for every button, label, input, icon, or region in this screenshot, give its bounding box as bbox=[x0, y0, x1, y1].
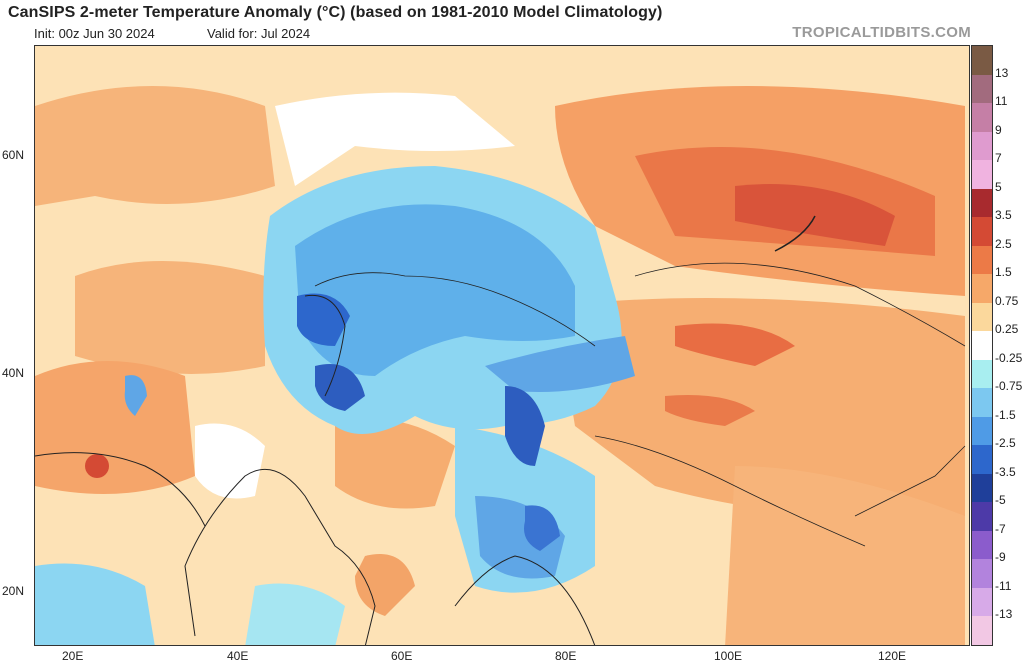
colorbar-tick-label: 3.5 bbox=[995, 208, 1012, 223]
colorbar bbox=[971, 45, 993, 646]
colorbar-tick-label: 0.75 bbox=[995, 293, 1019, 308]
lon-label-100e: 100E bbox=[714, 649, 743, 663]
colorbar-segment bbox=[972, 587, 992, 617]
colorbar-segment bbox=[972, 416, 992, 446]
colorbar-segment bbox=[972, 46, 992, 75]
colorbar-segment bbox=[972, 217, 992, 246]
map-title: CanSIPS 2-meter Temperature Anomaly (°C)… bbox=[8, 4, 663, 21]
init-time: Init: 00z Jun 30 2024 bbox=[34, 26, 155, 41]
colorbar-segment bbox=[972, 160, 992, 189]
valid-period: Valid for: Jul 2024 bbox=[207, 26, 311, 41]
lon-label-120e: 120E bbox=[878, 649, 907, 663]
colorbar-segment bbox=[972, 359, 992, 389]
colorbar-segment bbox=[972, 188, 992, 218]
lat-label-20n: 20N bbox=[2, 584, 25, 598]
colorbar-segment bbox=[972, 302, 992, 332]
colorbar-tick-label: 2.5 bbox=[995, 236, 1012, 251]
colorbar-tick-label: 1.5 bbox=[995, 265, 1012, 280]
colorbar-segment bbox=[972, 616, 992, 645]
colorbar-tick-label: -11 bbox=[995, 578, 1012, 593]
colorbar-segment bbox=[972, 502, 992, 531]
lon-label-80e: 80E bbox=[555, 649, 577, 663]
lat-label-60n: 60N bbox=[2, 148, 25, 162]
brand-watermark: TROPICALTIDBITS.COM bbox=[792, 24, 971, 41]
colorbar-segment bbox=[972, 445, 992, 474]
colorbar-tick-label: -13 bbox=[995, 607, 1013, 622]
colorbar-tick-label: -1.5 bbox=[995, 407, 1016, 422]
colorbar-tick-label: -2.5 bbox=[995, 436, 1016, 451]
anomaly-map bbox=[34, 45, 970, 646]
colorbar-tick-label: 0.25 bbox=[995, 322, 1019, 337]
colorbar-segment bbox=[972, 245, 992, 275]
anomaly-field bbox=[35, 46, 969, 645]
colorbar-segment bbox=[972, 559, 992, 588]
lat-label-40n: 40N bbox=[2, 366, 25, 380]
colorbar-tick-label: -3.5 bbox=[995, 464, 1016, 479]
colorbar-segment bbox=[972, 530, 992, 560]
colorbar-tick-label: -7 bbox=[995, 521, 1006, 536]
colorbar-segment bbox=[972, 331, 992, 360]
colorbar-tick-label: -0.75 bbox=[995, 379, 1023, 394]
colorbar-tick-label: 13 bbox=[995, 65, 1009, 80]
lon-label-60e: 60E bbox=[391, 649, 413, 663]
colorbar-tick-label: -9 bbox=[995, 550, 1006, 565]
lon-label-20e: 20E bbox=[62, 649, 84, 663]
colorbar-tick-label: 7 bbox=[995, 151, 1002, 166]
colorbar-tick-label: 9 bbox=[995, 122, 1002, 137]
colorbar-segment bbox=[972, 131, 992, 161]
colorbar-segment bbox=[972, 103, 992, 132]
colorbar-segment bbox=[972, 388, 992, 417]
colorbar-tick-label: 5 bbox=[995, 179, 1002, 194]
colorbar-tick-label: -0.25 bbox=[995, 350, 1023, 365]
colorbar-tick-label: 11 bbox=[995, 94, 1008, 109]
colorbar-tick-label: -5 bbox=[995, 493, 1006, 508]
lon-label-40e: 40E bbox=[227, 649, 249, 663]
colorbar-segment bbox=[972, 74, 992, 104]
colorbar-segment bbox=[972, 473, 992, 503]
colorbar-segment bbox=[972, 274, 992, 303]
